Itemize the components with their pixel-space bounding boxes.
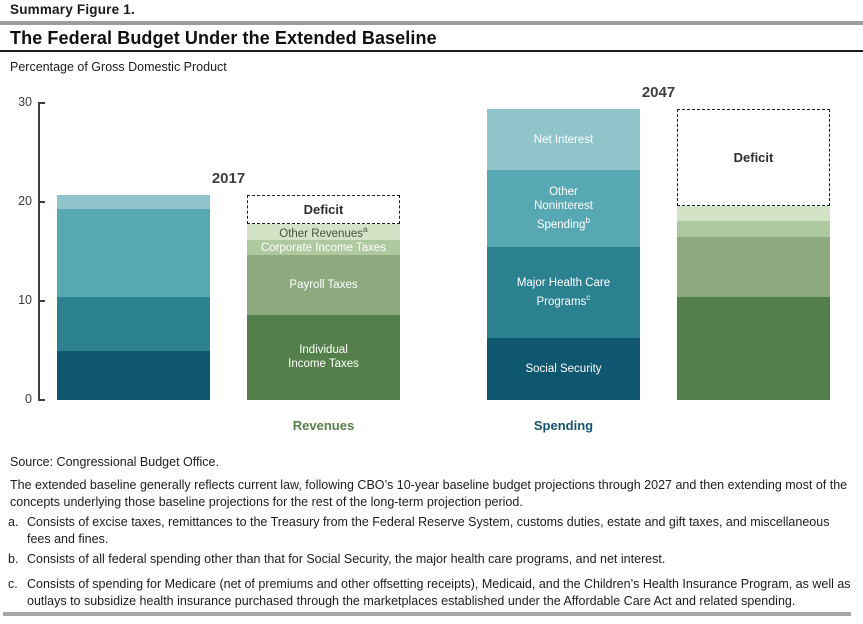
revenues-segment-other-revenues bbox=[677, 205, 830, 221]
segment-label-payroll-taxes: Payroll Taxes bbox=[289, 279, 358, 292]
footnote-ref-a: a bbox=[363, 224, 368, 235]
revenues-segment-corporate-income-taxes: Corporate Income Taxes bbox=[247, 239, 400, 256]
segment-label-other-noninterest-spending: Other Noninterest Spendingb bbox=[534, 186, 593, 231]
footnote-b: b. Consists of all federal spending othe… bbox=[8, 551, 856, 568]
footnote-a-marker: a. bbox=[8, 515, 19, 529]
revenues-segment-payroll-taxes: Payroll Taxes bbox=[247, 255, 400, 315]
year-label-2047: 2047 bbox=[641, 83, 676, 101]
y-axis-tick bbox=[38, 102, 45, 104]
segment-label-individual-income-taxes: Individual Income Taxes bbox=[288, 344, 359, 371]
segment-label-other-revenues: Other Revenuesa bbox=[279, 224, 368, 241]
revenues-segment-payroll-taxes bbox=[677, 236, 830, 298]
revenues-segment-individual-income-taxes: Individual Income Taxes bbox=[247, 314, 400, 400]
budget-stacked-bar-chart: 0 10 20 30 Individual Income Taxes Payroll Tax… bbox=[0, 83, 863, 450]
year-label-2017: 2017 bbox=[211, 170, 246, 188]
category-label-spending: Spending bbox=[533, 418, 594, 433]
segment-label-corporate-income-taxes: Corporate Income Taxes bbox=[260, 241, 387, 254]
spending-segment-net-interest: Net Interest bbox=[487, 108, 640, 171]
deficit-box-2047: Deficit bbox=[677, 108, 830, 206]
spending-segment-social-security bbox=[57, 351, 210, 400]
y-tick-label: 0 bbox=[25, 392, 32, 406]
page-title: The Federal Budget Under the Extended Ba… bbox=[10, 28, 437, 48]
footnote-ref-b: b bbox=[585, 215, 591, 225]
spending-segment-other-noninterest-spending: Other Noninterest Spendingb bbox=[487, 170, 640, 247]
revenues-segment-corporate-income-taxes bbox=[677, 220, 830, 237]
footnote-c: c. Consists of spending for Medicare (ne… bbox=[8, 576, 856, 609]
y-tick-label: 20 bbox=[18, 194, 32, 208]
y-axis-line bbox=[38, 103, 40, 400]
deficit-label-2017: Deficit bbox=[303, 201, 344, 217]
y-axis-tick bbox=[38, 201, 45, 203]
deficit-box-2017: Deficit bbox=[247, 195, 400, 224]
spending-segment-major-health-care-programs: Major Health Care Programsc bbox=[487, 246, 640, 338]
source-note: Source: Congressional Budget Office. bbox=[10, 455, 219, 469]
footnote-a-text: Consists of excise taxes, remittances to… bbox=[27, 515, 830, 546]
deficit-label-2047: Deficit bbox=[733, 149, 774, 165]
y-axis-tick bbox=[38, 300, 45, 302]
top-divider bbox=[0, 21, 863, 25]
footnote-a: a. Consists of excise taxes, remittances… bbox=[8, 514, 856, 547]
spending-segment-major-health-care-programs bbox=[57, 297, 210, 352]
baseline-note: The extended baseline generally reflects… bbox=[10, 478, 848, 509]
y-tick-label: 10 bbox=[18, 293, 32, 307]
axis-unit-label: Percentage of Gross Domestic Product bbox=[10, 60, 227, 74]
spending-segment-other-noninterest-spending bbox=[57, 208, 210, 298]
footnote-ref-c: c bbox=[586, 291, 591, 302]
footnote-c-text: Consists of spending for Medicare (net o… bbox=[27, 577, 851, 608]
footnote-b-marker: b. bbox=[8, 552, 19, 566]
footnote-b-text: Consists of all federal spending other t… bbox=[27, 552, 666, 566]
y-tick-label: 30 bbox=[18, 95, 32, 109]
y-axis-tick bbox=[38, 399, 45, 401]
spending-segment-net-interest bbox=[57, 195, 210, 209]
segment-label-major-health-care-programs: Major Health Care Programsc bbox=[516, 276, 611, 308]
segment-label-social-security: Social Security bbox=[525, 362, 602, 375]
title-underline bbox=[0, 50, 863, 52]
figure-label: Summary Figure 1. bbox=[10, 2, 135, 17]
revenues-segment-other-revenues: Other Revenuesa bbox=[247, 223, 400, 241]
footnote-c-marker: c. bbox=[8, 577, 18, 591]
category-label-revenues: Revenues bbox=[292, 418, 355, 433]
spending-segment-social-security: Social Security bbox=[487, 337, 640, 400]
segment-label-net-interest: Net Interest bbox=[533, 133, 594, 146]
revenues-segment-individual-income-taxes bbox=[677, 297, 830, 400]
bottom-divider bbox=[3, 612, 851, 616]
